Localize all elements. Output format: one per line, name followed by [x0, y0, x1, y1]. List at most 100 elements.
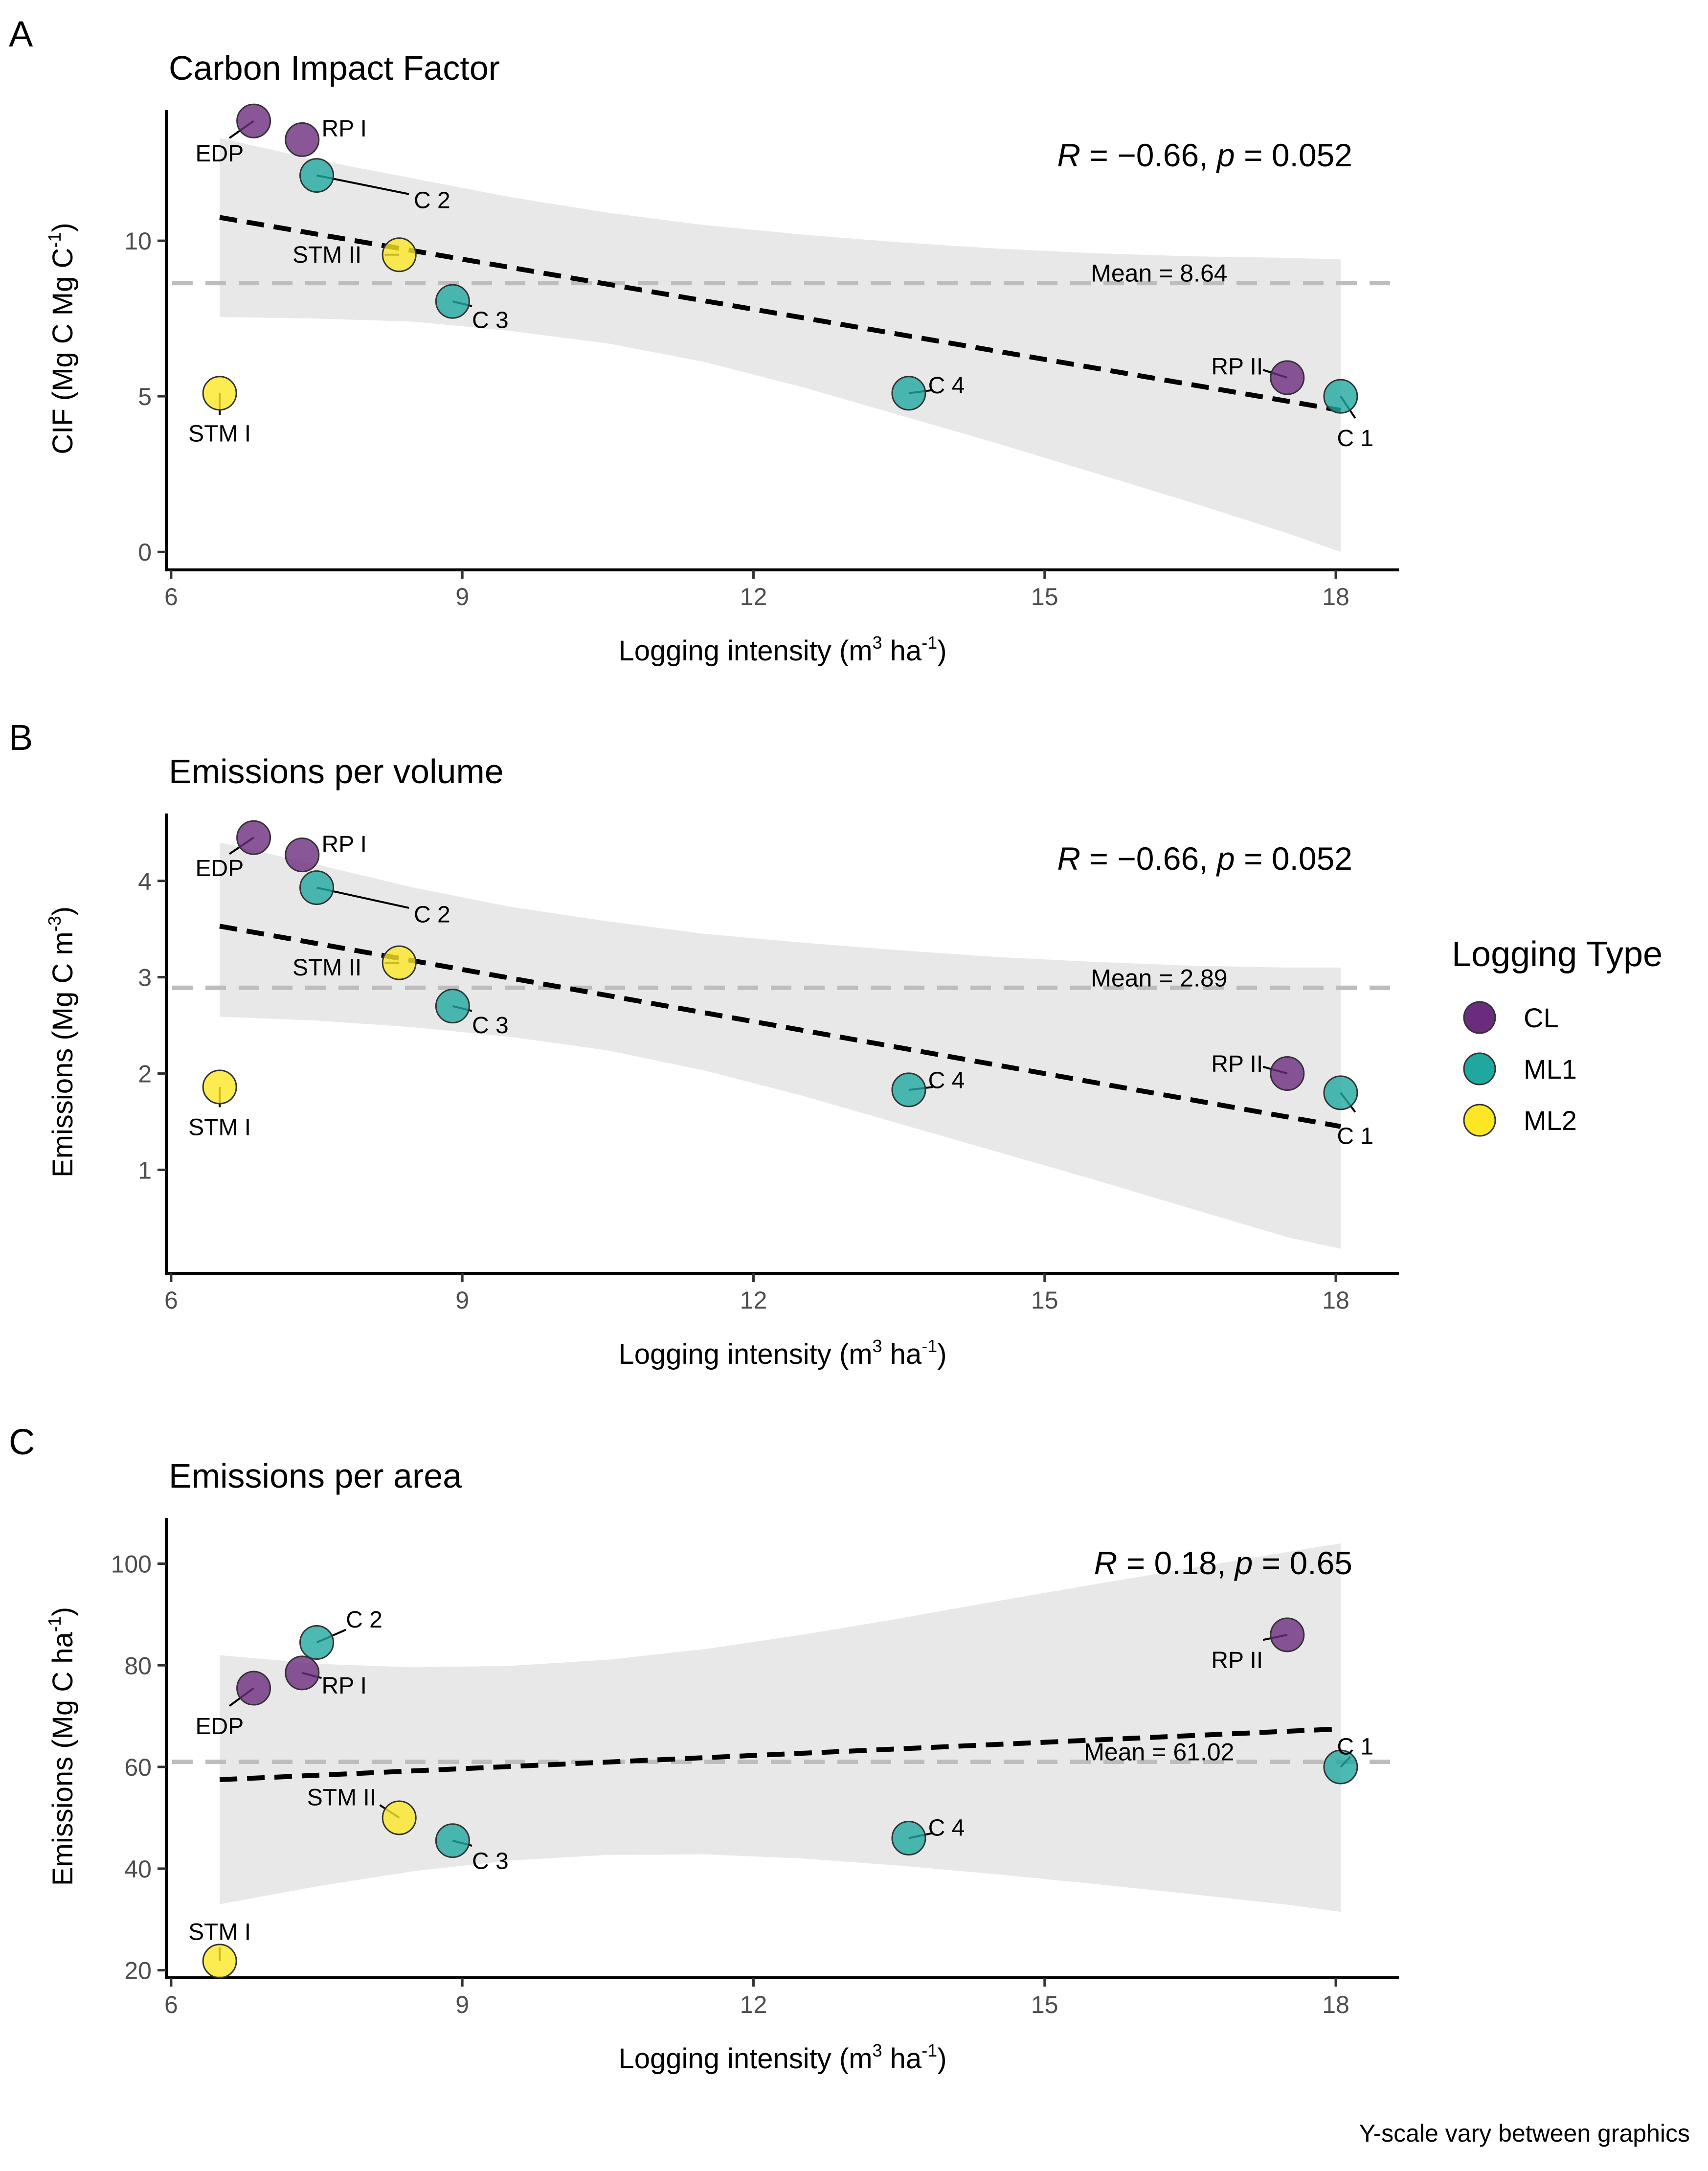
x-axis-title: Logging intensity (m3 ha-1) — [618, 2040, 946, 2075]
y-tick-label: 0 — [138, 539, 152, 566]
point-label-rp-ii: RP II — [1211, 1051, 1263, 1077]
point-label-c-1: C 1 — [1337, 1734, 1373, 1760]
legend: Logging Type CL ML1 ML2 — [1452, 935, 1663, 1137]
data-point-c-2 — [299, 1625, 335, 1660]
footnote: Y-scale vary between graphics — [1359, 2120, 1690, 2147]
x-tick-label: 15 — [1031, 583, 1058, 611]
point-label-c-4: C 4 — [928, 1067, 965, 1093]
y-tick-label: 60 — [124, 1754, 152, 1781]
correlation-stat: R = 0.18, p = 0.65 — [1094, 1545, 1352, 1581]
point-label-rp-ii: RP II — [1211, 354, 1263, 380]
point-label-c-1: C 1 — [1337, 426, 1373, 452]
panel-a: A Carbon Impact Factor Mean = 8.64 6 9 12 15 18… — [9, 14, 1399, 667]
data-point-stm-i — [202, 1069, 237, 1105]
x-tick-label: 12 — [740, 583, 767, 611]
data-point-c-3 — [435, 1823, 470, 1858]
confidence-ribbon — [220, 138, 1341, 552]
x-tick-label: 9 — [455, 1287, 469, 1314]
y-tick-label: 80 — [124, 1652, 152, 1679]
trend-line — [219, 1726, 1341, 1783]
mean-label: Mean = 2.89 — [1091, 964, 1227, 992]
y-axis-title: CIF (Mg C Mg C-1) — [45, 223, 79, 454]
y-tick-label: 3 — [138, 964, 152, 992]
point-label-stm-i: STM I — [188, 1920, 251, 1945]
point-label-edp: EDP — [196, 856, 244, 882]
point-label-c-2: C 2 — [346, 1607, 382, 1633]
x-tick-label: 15 — [1031, 1287, 1058, 1314]
point-label-c-3: C 3 — [472, 1013, 509, 1039]
x-tick-label: 15 — [1031, 1991, 1058, 2018]
point-label-c-3: C 3 — [472, 307, 509, 333]
y-tick-label: 5 — [138, 383, 152, 410]
data-point-rp-ii — [1270, 360, 1305, 395]
legend-swatch-ml2 — [1463, 1104, 1496, 1137]
data-point-rp-ii — [1270, 1056, 1305, 1091]
y-tick-label: 1 — [138, 1156, 152, 1184]
data-point-stm-i — [202, 376, 237, 411]
data-point-edp — [236, 1671, 271, 1706]
mean-label: Mean = 8.64 — [1091, 260, 1227, 287]
data-point-rp-i — [285, 122, 320, 157]
data-point-edp — [236, 103, 271, 138]
correlation-stat: R = −0.66, p = 0.052 — [1057, 137, 1352, 173]
point-label-stm-ii: STM II — [307, 1785, 376, 1810]
data-point-stm-i — [202, 1944, 237, 1979]
point-label-c-4: C 4 — [928, 1815, 965, 1841]
y-tick-label: 2 — [138, 1060, 152, 1087]
data-point-stm-ii — [382, 1800, 417, 1835]
point-label-stm-i: STM I — [188, 421, 251, 447]
data-point-edp — [236, 820, 271, 855]
y-tick-label: 100 — [111, 1551, 152, 1578]
y-tick-label: 40 — [124, 1855, 152, 1883]
y-tick-label: 4 — [138, 868, 152, 895]
data-point-c-2 — [299, 870, 335, 905]
point-label-c-2: C 2 — [414, 902, 450, 928]
panel-letter: C — [9, 1422, 35, 1462]
x-tick-label: 6 — [164, 1287, 178, 1314]
legend-title: Logging Type — [1452, 935, 1663, 974]
panel-title: Emissions per volume — [169, 752, 504, 791]
data-point-c-1 — [1323, 1075, 1358, 1110]
point-label-c-2: C 2 — [414, 187, 450, 213]
data-point-c-4 — [891, 1821, 926, 1855]
y-tick-label: 10 — [124, 227, 152, 255]
point-label-rp-i: RP I — [321, 116, 366, 142]
data-point-c-1 — [1323, 379, 1358, 414]
x-tick-label: 12 — [740, 1991, 767, 2018]
legend-label-ml2: ML2 — [1524, 1105, 1577, 1136]
x-tick-label: 9 — [455, 583, 469, 611]
confidence-ribbon — [220, 1543, 1341, 1912]
confidence-ribbon — [220, 842, 1341, 1249]
panel-letter: B — [9, 717, 33, 758]
legend-label-cl: CL — [1524, 1002, 1559, 1033]
legend-swatch-cl — [1463, 1001, 1496, 1034]
data-point-stm-ii — [382, 237, 417, 272]
trend-line — [219, 215, 1341, 413]
point-label-stm-i: STM I — [188, 1115, 251, 1141]
correlation-stat: R = −0.66, p = 0.052 — [1057, 840, 1352, 877]
legend-swatch-ml1 — [1463, 1052, 1496, 1086]
point-label-rp-i: RP I — [321, 1673, 366, 1699]
x-tick-label: 18 — [1322, 583, 1349, 611]
point-label-rp-ii: RP II — [1211, 1648, 1263, 1673]
panel-c: C Emissions per area Mean = 61.02 6 9 12 15 18 2… — [9, 1422, 1399, 2075]
y-tick-label: 20 — [124, 1957, 152, 1985]
panel-letter: A — [9, 14, 33, 54]
panel-title: Carbon Impact Factor — [169, 49, 500, 87]
y-axis-title: Emissions (Mg C ha-1) — [45, 1607, 79, 1886]
x-axis-title: Logging intensity (m3 ha-1) — [618, 633, 946, 667]
point-label-c-3: C 3 — [472, 1848, 509, 1874]
y-axis-title: Emissions (Mg C m-3) — [45, 906, 79, 1177]
data-point-stm-ii — [382, 945, 417, 980]
point-label-c-4: C 4 — [928, 373, 965, 399]
point-label-edp: EDP — [196, 1714, 244, 1740]
x-tick-label: 6 — [164, 583, 178, 611]
x-tick-label: 18 — [1322, 1287, 1349, 1314]
data-point-c-4 — [891, 1072, 926, 1108]
data-point-c-3 — [435, 989, 470, 1024]
mean-label: Mean = 61.02 — [1084, 1738, 1234, 1765]
x-tick-label: 6 — [164, 1991, 178, 2018]
